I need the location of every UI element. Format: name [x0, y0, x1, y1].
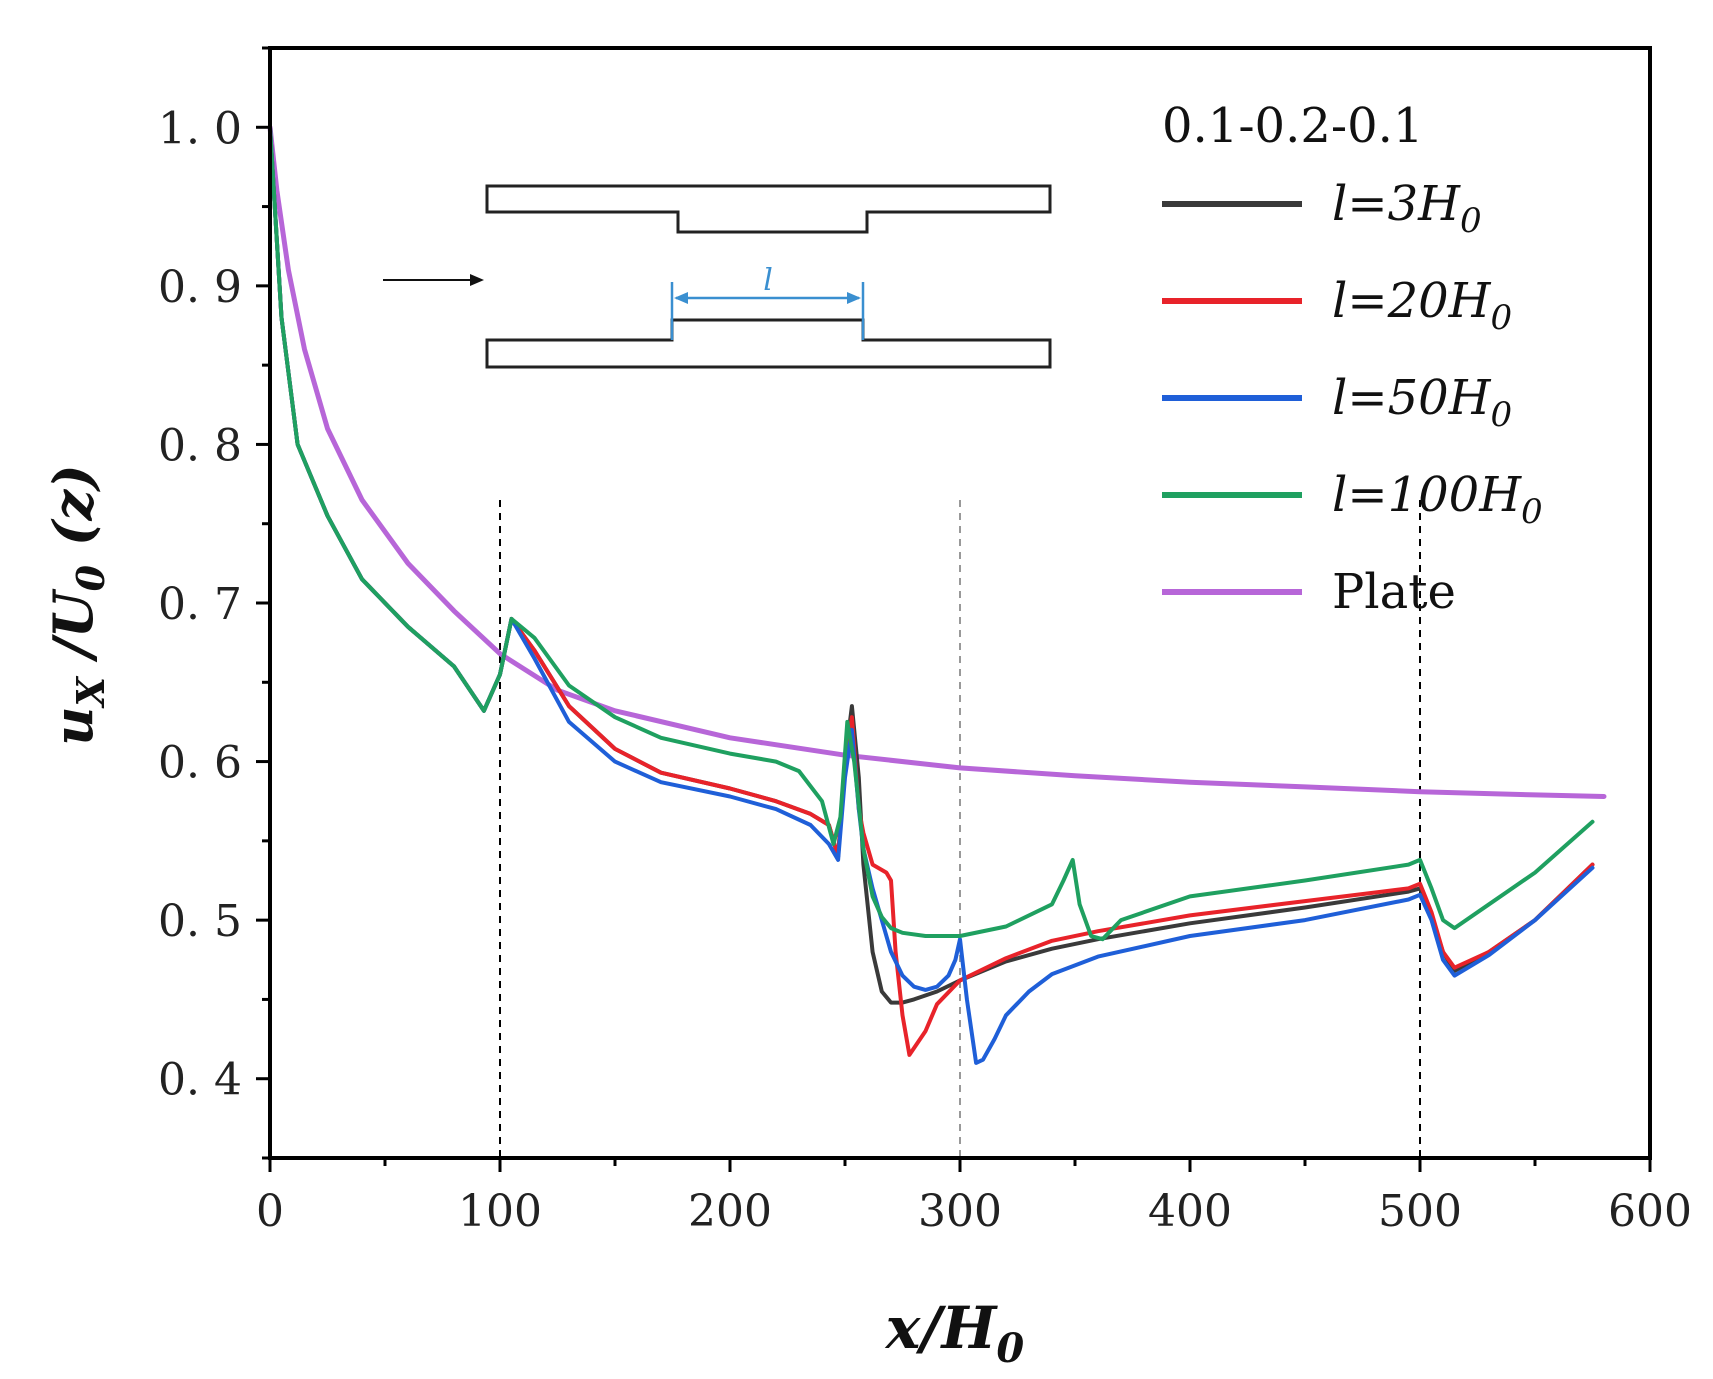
- legend-title: 0.1-0.2-0.1: [1162, 98, 1423, 154]
- x-tick-label: 100: [458, 1186, 542, 1237]
- series-line-3: [268, 125, 1595, 942]
- y-tick-label: 0. 9: [158, 262, 242, 313]
- axis-ticks: [256, 46, 1652, 1172]
- inset-dimension-arrow-left: [674, 292, 688, 304]
- legend-label-1: l=20H0: [1332, 273, 1512, 338]
- x-tick-label: 400: [1148, 1186, 1232, 1237]
- reference-lines: [499, 500, 1421, 1158]
- inset-upper-wall: [485, 184, 1052, 234]
- inset-length-label: l: [763, 263, 773, 298]
- legend-label-2: l=50H0: [1332, 370, 1512, 435]
- y-tick-label: 0. 8: [158, 420, 242, 471]
- x-tick-label: 600: [1608, 1186, 1692, 1237]
- y-tick-label: 0. 7: [158, 579, 242, 630]
- legend-label-3: l=100H0: [1332, 467, 1543, 532]
- legend-label-0: l=3H0: [1332, 176, 1482, 241]
- inset-lower-wall: [485, 318, 1052, 369]
- y-tick-label: 0. 4: [158, 1055, 242, 1106]
- series-layer: [267, 124, 1607, 1065]
- y-tick-label: 0. 6: [158, 738, 242, 789]
- legend-label-4: Plate: [1332, 564, 1456, 620]
- y-tick-label: 0. 5: [158, 896, 242, 947]
- x-tick-label: 500: [1378, 1186, 1462, 1237]
- y-tick-label: 1. 0: [158, 103, 242, 154]
- geometry-inset: l: [383, 184, 1052, 369]
- inset-dimension-arrow-right: [847, 292, 861, 304]
- y-axis-title: uX /U0 (z): [41, 464, 113, 745]
- x-tick-label: 300: [918, 1186, 1002, 1237]
- x-axis-title: x/H0: [884, 1294, 1025, 1372]
- inset-flow-arrowhead: [470, 274, 484, 286]
- series-line-4: [267, 124, 1607, 799]
- tick-labels: 0 100 200 300 400 500 600 0. 4 0. 5 0. 6 0. 7 0. 8 0…: [158, 103, 1692, 1237]
- legend: 0.1-0.2-0.1 l=3H0 l=20H0 l=50H0 l=100H0 Plat…: [1162, 98, 1543, 620]
- x-tick-label: 0: [256, 1186, 284, 1237]
- x-tick-label: 200: [688, 1186, 772, 1237]
